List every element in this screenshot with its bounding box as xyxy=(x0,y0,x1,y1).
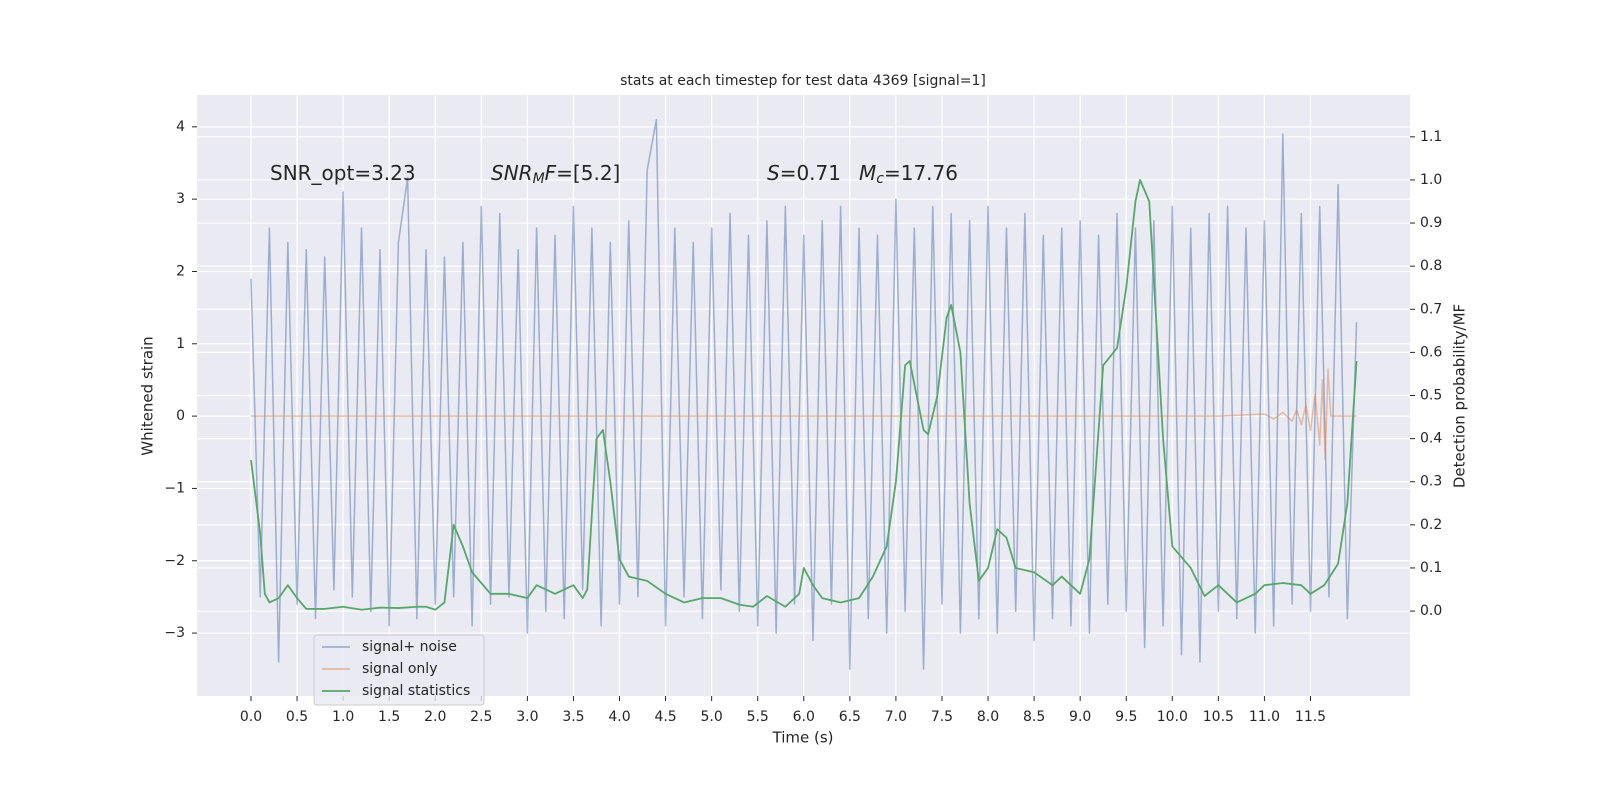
annotation-part: M xyxy=(533,171,545,187)
series-line xyxy=(250,118,1358,670)
x-tick-label: 11.0 xyxy=(1249,709,1280,725)
annotation-part: M xyxy=(859,161,876,185)
series-line xyxy=(250,368,1357,461)
annotation-part: F xyxy=(545,161,557,185)
x-tick-label: 9.5 xyxy=(1115,709,1137,725)
annotation-part: SNR_opt=3.23 xyxy=(270,161,416,185)
x-tick-label: 3.0 xyxy=(516,709,538,725)
x-tick-label: 6.0 xyxy=(793,709,815,725)
annotation-part: S xyxy=(767,161,780,185)
marks xyxy=(250,118,1358,670)
x-tick-label: 1.0 xyxy=(332,709,354,725)
x-tick-label: 5.5 xyxy=(747,709,769,725)
x-tick-label: 10.0 xyxy=(1157,709,1188,725)
x-tick-label: 7.0 xyxy=(885,709,907,725)
x-tick-label: 4.0 xyxy=(608,709,630,725)
annotation: SNR_opt=3.23 xyxy=(270,161,416,185)
annotation-part: =17.76 xyxy=(884,161,958,185)
y2-tick-label: 0.9 xyxy=(1420,215,1442,231)
labels: 0.0 0.5 1.0 1.5 2.0 2.5 3.0 3.5 4.0 4.5 5.0 5.5 6.0 6… xyxy=(164,119,1442,725)
x-tick-label: 3.5 xyxy=(562,709,584,725)
y2-tick-label: 0.0 xyxy=(1420,603,1442,619)
y-tick-label: 1 xyxy=(176,336,185,352)
y2-tick-label: 1.1 xyxy=(1420,129,1442,145)
x-tick-label: 11.5 xyxy=(1295,709,1326,725)
y-tick-label: 0 xyxy=(176,408,185,424)
x-tick-label: 4.5 xyxy=(654,709,676,725)
x-tick-label: 6.5 xyxy=(839,709,861,725)
x-tick-label: 10.5 xyxy=(1203,709,1234,725)
annotation: S=0.71 xyxy=(767,161,841,185)
x-tick-label: 9.0 xyxy=(1069,709,1091,725)
y2-tick-label: 0.4 xyxy=(1420,431,1442,447)
y-tick-label: −2 xyxy=(164,553,185,569)
y2-tick-label: 0.5 xyxy=(1420,388,1442,404)
y2-tick-label: 0.3 xyxy=(1420,474,1442,490)
x-tick-label: 2.5 xyxy=(470,709,492,725)
y-tick-label: 2 xyxy=(176,263,185,279)
annotation: Mc=17.76 xyxy=(859,161,958,188)
legend-label: signal+ noise xyxy=(362,639,457,655)
x-tick-label: 8.5 xyxy=(1023,709,1045,725)
y2-tick-label: 0.2 xyxy=(1420,517,1442,533)
y-tick-label: 4 xyxy=(176,119,185,135)
legend-label: signal statistics xyxy=(362,683,470,699)
y-tick-label: 3 xyxy=(176,191,185,207)
annotation-part: =[5.2] xyxy=(556,161,620,185)
x-tick-label: 1.5 xyxy=(378,709,400,725)
y2-tick-label: 0.8 xyxy=(1420,258,1442,274)
annotation-part: c xyxy=(876,171,884,187)
y2-axis-label: Detection probability/MF xyxy=(1451,304,1469,488)
annotation: SNRMF=[5.2] xyxy=(491,161,620,188)
legend-box xyxy=(313,634,485,706)
y2-tick-label: 0.1 xyxy=(1420,560,1442,576)
y2-tick-label: 0.7 xyxy=(1420,301,1442,317)
x-tick-label: 5.0 xyxy=(701,709,723,725)
x-tick-label: 0.0 xyxy=(240,709,262,725)
series-line xyxy=(250,179,1358,611)
chart-title: stats at each timestep for test data 436… xyxy=(620,73,986,89)
annotation-part: =0.71 xyxy=(780,161,841,185)
annotation-part: SNR xyxy=(491,161,533,185)
legend: signal+ noise signal only signal statistic… xyxy=(313,634,485,706)
legend-label: signal only xyxy=(362,661,437,677)
x-tick-label: 0.5 xyxy=(286,709,308,725)
x-tick-label: 7.5 xyxy=(931,709,953,725)
y2-tick-label: 1.0 xyxy=(1420,172,1442,188)
x-axis-label: Time (s) xyxy=(772,729,834,747)
x-tick-label: 2.0 xyxy=(424,709,446,725)
y-tick-label: −1 xyxy=(164,480,185,496)
y-tick-label: −3 xyxy=(164,625,185,641)
y2-tick-label: 0.6 xyxy=(1420,344,1442,360)
x-tick-label: 8.0 xyxy=(977,709,999,725)
y-axis-label: Whitened strain xyxy=(139,336,157,455)
